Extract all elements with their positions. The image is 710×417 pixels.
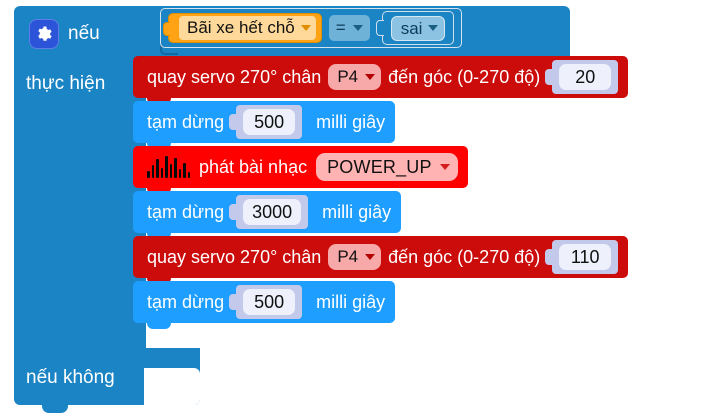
variable-reporter-block[interactable]: Bãi xe hết chỗ <box>163 13 322 43</box>
if-block-spine <box>14 56 146 352</box>
gear-icon[interactable] <box>29 19 59 49</box>
wait-duration-field[interactable]: 500 <box>243 109 296 135</box>
comparison-block[interactable]: Bãi xe hết chỗ = sai <box>160 8 463 48</box>
servo-text-before: quay servo 270° chân <box>147 67 322 87</box>
else-label: nếu không <box>26 367 115 388</box>
boolean-value-dropdown[interactable]: sai <box>390 15 446 41</box>
wait-duration-field[interactable]: 500 <box>243 289 296 315</box>
wait-text-after: milli giây <box>322 202 392 222</box>
boolean-value-socket[interactable]: sai <box>375 11 455 45</box>
wait-text-before: tạm dừng <box>147 202 225 222</box>
wait-block[interactable]: tạm dừng 500 milli giây <box>133 101 396 149</box>
servo-text-after: đến góc (0-270 độ) <box>388 67 541 87</box>
else-empty-slot[interactable] <box>144 368 200 405</box>
chevron-down-icon <box>439 164 450 170</box>
servo-pin-dropdown[interactable]: P4 <box>328 244 382 270</box>
operator-label: = <box>335 18 346 37</box>
servo-angle-input[interactable]: 20 <box>545 60 619 94</box>
servo-pin-label: P4 <box>337 67 359 86</box>
wait-duration-input[interactable]: 500 <box>229 285 303 319</box>
wait-text-after: milli giây <box>316 292 386 312</box>
boolean-value-label: sai <box>400 18 423 38</box>
servo-angle-field[interactable]: 20 <box>559 64 612 90</box>
block-top-notch <box>42 6 68 14</box>
servo-angle-value: 20 <box>575 66 596 87</box>
wait-text-after: milli giây <box>316 112 386 132</box>
wait-duration-value: 500 <box>254 111 285 132</box>
wait-duration-value: 500 <box>254 291 285 312</box>
servo-angle-value: 110 <box>570 246 600 267</box>
servo-pin-dropdown[interactable]: P4 <box>328 64 382 90</box>
do-label: thực hiện <box>26 73 106 94</box>
servo-text-after: đến góc (0-270 độ) <box>388 247 541 267</box>
wait-duration-value: 3000 <box>252 201 293 222</box>
wait-duration-field[interactable]: 3000 <box>243 199 302 225</box>
wait-text-before: tạm dừng <box>147 292 225 312</box>
wait-block[interactable]: tạm dừng 3000 milli giây <box>133 191 402 239</box>
sound-wave-icon <box>147 156 190 178</box>
wait-duration-input[interactable]: 3000 <box>229 195 309 229</box>
servo-block[interactable]: quay servo 270° chân P4 đến góc (0-270 đ… <box>133 56 629 104</box>
chevron-down-icon <box>352 25 363 31</box>
servo-angle-input[interactable]: 110 <box>545 240 619 274</box>
wait-block[interactable]: tạm dừng 500 milli giây <box>133 281 396 329</box>
chevron-down-icon <box>300 25 311 31</box>
wait-text-before: tạm dừng <box>147 112 225 132</box>
song-label: POWER_UP <box>327 156 432 177</box>
servo-angle-field[interactable]: 110 <box>559 244 612 270</box>
play-music-label: phát bài nhạc <box>199 157 308 177</box>
play-music-block[interactable]: phát bài nhạc POWER_UP <box>133 146 468 194</box>
else-slot-top <box>144 348 200 368</box>
chevron-down-icon <box>365 254 376 260</box>
chevron-down-icon <box>365 74 376 80</box>
chevron-down-icon <box>428 25 439 31</box>
statement-stack: quay servo 270° chân P4 đến góc (0-270 đ… <box>133 56 629 329</box>
servo-pin-label: P4 <box>337 247 359 266</box>
operator-dropdown[interactable]: = <box>328 15 370 41</box>
if-label: nếu <box>68 23 100 44</box>
variable-label: Bãi xe hết chỗ <box>187 18 295 37</box>
wait-duration-input[interactable]: 500 <box>229 105 303 139</box>
block-bottom-notch <box>42 404 68 413</box>
servo-text-before: quay servo 270° chân <box>147 247 322 267</box>
servo-block[interactable]: quay servo 270° chân P4 đến góc (0-270 đ… <box>133 236 629 284</box>
song-dropdown[interactable]: POWER_UP <box>316 153 458 181</box>
variable-dropdown[interactable]: Bãi xe hết chỗ <box>179 16 316 40</box>
